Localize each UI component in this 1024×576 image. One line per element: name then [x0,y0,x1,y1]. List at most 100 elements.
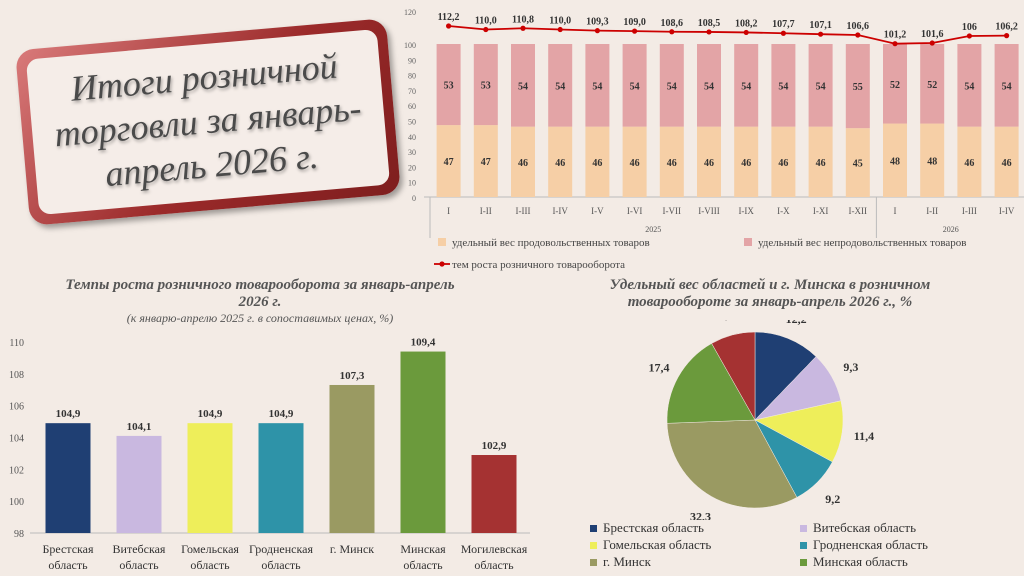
region-bar [400,351,446,533]
x-tick-label: I-IV [552,206,568,216]
y-tick-label: 106 [9,402,24,413]
line-point-label: 110,0 [549,16,571,27]
pie-legend-item: Гродненская область [800,537,970,553]
y-tick-label: 100 [9,497,24,508]
line-point-label: 108,2 [735,18,758,29]
region-bar [471,455,517,533]
pie-slice [666,343,756,424]
bar-nonfood [436,44,461,126]
x-tick-label: Могилевская [461,542,528,556]
bar-nonfood [697,44,721,127]
bar-value-label: 102,9 [482,440,507,452]
y-tick-label: 50 [408,118,416,127]
y-tick-label: 0 [412,194,416,203]
growth-point [632,28,638,34]
pie-slice [711,331,756,421]
x-tick-label: область [190,558,230,572]
y-tick-label: 104 [9,434,24,445]
share-pie-chart: 12,2 9,3 11,4 9,2 32,3 17,4 8,2 [648,320,874,520]
y-tick-label: 40 [408,133,416,142]
line-point-label: 109,0 [623,17,646,28]
x-tick-label: I-VIII [698,206,720,216]
bar-food-label: 46 [816,158,826,169]
bar-nonfood [771,44,796,127]
growth-chart-title: Темпы роста розничного товарооборота за … [60,277,460,326]
x-tick-label: Гомельская [181,542,239,556]
pie-legend-item: Брестская область [590,520,800,536]
line-point-label: 107,7 [772,19,795,30]
region-bar [116,435,162,533]
growth-point [520,25,526,31]
bar-value-label: 107,3 [340,370,365,382]
y-tick-label: 20 [408,163,416,172]
x-tick-label: I-XI [813,206,829,216]
bar-food [771,126,796,197]
y-tick-label: 108 [9,370,24,381]
y-tick-label: 90 [408,56,416,65]
x-tick-label: I-IV [999,206,1015,216]
pie-legend-label: Витебская область [813,520,917,535]
pie-slice [754,331,817,421]
line-point-label: 107,1 [809,20,832,31]
legend-swatch-point [439,261,445,267]
x-tick-label: I [447,206,450,216]
region-bar [45,423,91,533]
y-tick-label: 102 [9,465,24,476]
x-tick-label: область [119,558,159,572]
x-tick-label: г. Минск [330,542,374,556]
bar-food [473,125,498,197]
bar-nonfood [845,44,870,129]
bar-food-label: 46 [592,158,602,169]
growth-bar-chart: 98 100 102 104 106 108 110 104,9 Брестская област… [9,337,530,572]
bar-nonfood-label: 54 [1002,81,1012,92]
pie-legend: Брестская область Витебская область Гоме… [590,520,970,570]
bar-nonfood-label: 53 [444,81,454,92]
growth-line [448,25,1007,45]
line-point-label: 106 [962,22,977,33]
bar-nonfood [920,44,945,124]
y-tick-label: 30 [408,148,416,157]
x-tick-label: Гродненская [249,542,313,556]
bar-food [548,126,573,197]
x-tick-label: I-II [926,206,938,216]
y-tick-label: 80 [408,72,416,81]
growth-point [483,26,489,33]
line-point-label: 106,2 [995,22,1018,33]
bar-nonfood [585,44,610,127]
growth-point [594,28,600,34]
bar-food [622,126,647,197]
pie-slice-label: 9,3 [843,360,858,374]
y-tick-label: 120 [404,8,416,17]
x-tick-label: область [48,558,88,572]
page-title: Итоги розничной торговли за январь- апре… [49,43,367,201]
line-point-label: 110,8 [512,14,534,25]
bar-nonfood-label: 52 [927,80,937,91]
title-frame: Итоги розничной торговли за январь- апре… [15,18,401,226]
bar-nonfood-label: 53 [481,81,491,92]
growth-chart-title-text: Темпы роста розничного товарооборота за … [65,277,455,310]
x-tick-label: Минская [400,542,446,556]
x-tick-label: I [894,206,897,216]
bar-food [808,126,833,197]
pie-legend-item: Гомельская область [590,537,800,553]
x-tick-label: Брестская [42,542,94,556]
line-point-label: 109,3 [586,17,609,28]
bar-food [994,126,1019,197]
bar-nonfood-label: 54 [630,81,640,92]
bar-food-label: 46 [704,158,714,169]
title-inner: Итоги розничной торговли за январь- апре… [25,28,391,216]
bar-nonfood-label: 54 [778,81,788,92]
bar-nonfood [548,44,573,127]
y-tick-label: 110 [9,338,24,349]
growth-point [446,23,452,29]
bar-nonfood-label: 54 [555,81,565,92]
x-tick-label: I-VI [627,206,643,216]
x-tick-label: область [261,558,301,572]
bar-food-label: 45 [853,159,863,170]
pie-legend-item: г. Минск [590,554,800,570]
pie-legend-item: Минская область [800,554,970,570]
bar-value-label: 104,1 [127,421,152,433]
x-tick-label: I-III [962,206,977,216]
line-point-label: 108,6 [661,18,684,29]
line-point-label: 110,0 [475,16,497,27]
